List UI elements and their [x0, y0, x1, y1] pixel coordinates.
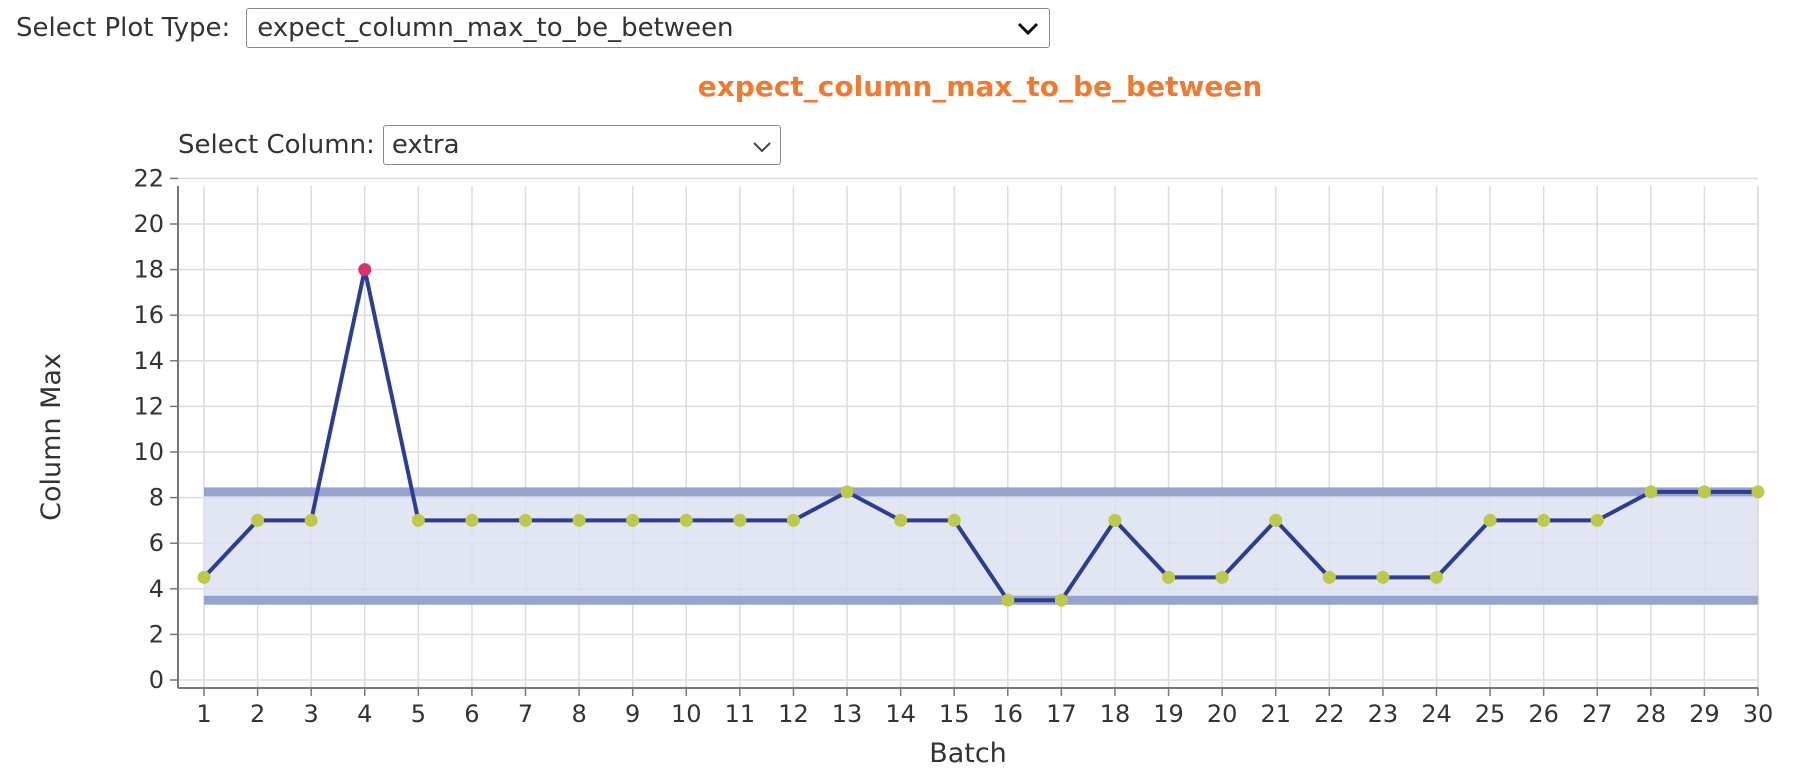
y-tick-label: 14 [133, 347, 164, 375]
x-tick-label: 19 [1153, 700, 1184, 728]
x-tick-label: 6 [464, 700, 479, 728]
data-point [1644, 485, 1658, 499]
data-point [519, 513, 533, 527]
y-tick-label: 2 [149, 620, 164, 648]
y-tick-label: 0 [149, 666, 164, 694]
data-point [733, 513, 747, 527]
y-tick-label: 22 [133, 164, 164, 192]
x-tick-label: 4 [357, 700, 372, 728]
data-point [1054, 593, 1068, 607]
data-point [1697, 485, 1711, 499]
data-point [1751, 485, 1765, 499]
data-point [1215, 570, 1229, 584]
series-line [202, 267, 1758, 603]
y-tick-label: 6 [149, 529, 164, 557]
x-tick-label: 13 [832, 700, 863, 728]
data-point [465, 513, 479, 527]
chevron-down-icon [752, 130, 772, 160]
data-point [1162, 570, 1176, 584]
data-point [1269, 513, 1283, 527]
data-point [1001, 593, 1015, 607]
data-point [1376, 570, 1390, 584]
data-point [251, 513, 265, 527]
data-point [1483, 513, 1497, 527]
data-point [1590, 513, 1604, 527]
data-point [411, 513, 425, 527]
x-tick-label: 26 [1528, 700, 1559, 728]
x-tick-label: 23 [1368, 700, 1399, 728]
data-point [840, 485, 854, 499]
x-axis-label: Batch [929, 738, 1007, 769]
data-point [947, 513, 961, 527]
x-tick-label: 1 [196, 700, 211, 728]
chevron-down-icon [1017, 13, 1039, 43]
x-tick-label: 8 [571, 700, 586, 728]
data-point [1537, 513, 1551, 527]
x-tick-label: 30 [1743, 700, 1774, 728]
expected-range-band [204, 491, 1758, 601]
x-tick-label: 12 [778, 700, 809, 728]
x-tick-label: 14 [885, 700, 916, 728]
outlier-point [358, 263, 372, 277]
data-point [1429, 570, 1443, 584]
x-tick-label: 22 [1314, 700, 1345, 728]
data-point [1322, 570, 1336, 584]
x-tick-label: 28 [1636, 700, 1667, 728]
x-tick-label: 10 [671, 700, 702, 728]
x-tick-label: 2 [250, 700, 265, 728]
data-point [626, 513, 640, 527]
data-point [786, 513, 800, 527]
x-tick-label: 27 [1582, 700, 1613, 728]
x-tick-label: 18 [1100, 700, 1131, 728]
plot-type-label: Select Plot Type: [16, 13, 231, 43]
data-point [894, 513, 908, 527]
x-tick-label: 16 [993, 700, 1024, 728]
y-tick-label: 20 [133, 210, 164, 238]
x-tick-label: 5 [411, 700, 426, 728]
x-tick-label: 20 [1207, 700, 1238, 728]
x-tick-label: 15 [939, 700, 970, 728]
data-point [304, 513, 318, 527]
x-tick-label: 17 [1046, 700, 1077, 728]
x-tick-label: 29 [1689, 700, 1720, 728]
column-label: Select Column: [178, 130, 375, 160]
plot-type-select[interactable]: expect_column_max_to_be_between [246, 8, 1051, 48]
column-select[interactable]: extra [382, 125, 781, 165]
x-tick-label: 11 [725, 700, 756, 728]
column-row: Select Column: extra [178, 124, 781, 166]
plot-type-row: Select Plot Type: expect_column_max_to_b… [16, 6, 1051, 50]
y-tick-label: 8 [149, 484, 164, 512]
x-tick-label: 9 [625, 700, 640, 728]
x-tick-label: 24 [1421, 700, 1452, 728]
data-point [1108, 513, 1122, 527]
y-axis-label: Column Max [36, 353, 67, 521]
chart-title: expect_column_max_to_be_between [697, 70, 1263, 103]
column-value: extra [391, 130, 460, 160]
y-tick-label: 18 [133, 256, 164, 284]
y-tick-label: 4 [149, 575, 164, 603]
x-tick-label: 25 [1475, 700, 1506, 728]
x-tick-label: 3 [304, 700, 319, 728]
plot-type-value: expect_column_max_to_be_between [257, 13, 734, 43]
y-tick-label: 10 [133, 438, 164, 466]
x-tick-label: 21 [1260, 700, 1291, 728]
data-point [679, 513, 693, 527]
x-tick-label: 7 [518, 700, 533, 728]
y-tick-label: 16 [133, 301, 164, 329]
y-tick-label: 12 [133, 392, 164, 420]
data-point [572, 513, 586, 527]
data-point [197, 570, 211, 584]
